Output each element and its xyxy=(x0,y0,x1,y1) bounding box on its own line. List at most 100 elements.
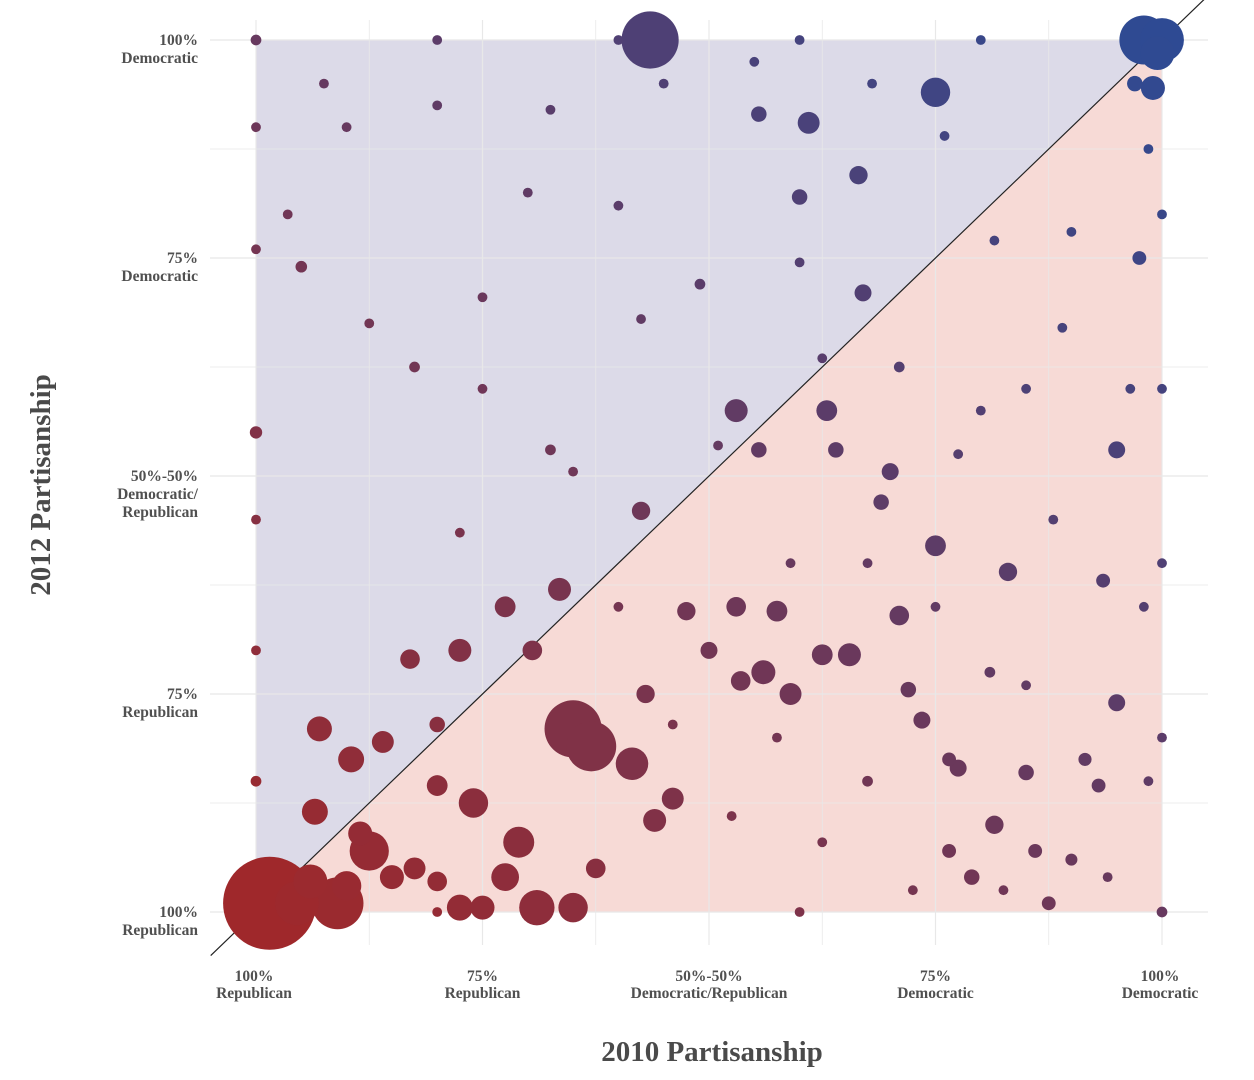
data-point xyxy=(519,889,555,926)
data-point xyxy=(331,871,362,901)
data-point xyxy=(726,596,746,617)
y-axis-title: 2012 Partisanship xyxy=(25,374,57,596)
data-point xyxy=(794,907,805,917)
data-point xyxy=(873,494,889,510)
data-point xyxy=(426,775,448,796)
data-point xyxy=(548,577,572,601)
y-axis-ticks: 100% Democratic 75% Democratic 50%-50% Democr… xyxy=(117,32,199,939)
data-point xyxy=(409,361,420,373)
data-point xyxy=(585,858,606,879)
data-point xyxy=(470,895,495,920)
data-point xyxy=(503,826,535,858)
data-point xyxy=(249,426,263,439)
data-point xyxy=(677,601,696,621)
data-point xyxy=(797,111,820,134)
data-point xyxy=(751,106,767,122)
data-point xyxy=(854,284,872,302)
data-point xyxy=(658,78,669,89)
data-point xyxy=(930,601,941,612)
data-point xyxy=(446,894,473,921)
x-tick-label: 50%-50% Democratic/Republican xyxy=(631,968,788,1002)
data-point xyxy=(250,34,262,46)
data-point xyxy=(1108,694,1126,712)
data-point xyxy=(379,865,404,890)
data-point xyxy=(558,892,588,923)
data-point xyxy=(250,775,262,787)
data-point xyxy=(1078,752,1092,766)
data-point xyxy=(615,747,649,781)
data-point xyxy=(494,596,516,618)
data-point xyxy=(925,535,946,557)
data-point xyxy=(828,442,844,458)
data-point xyxy=(568,466,579,477)
data-point xyxy=(963,869,980,885)
data-point xyxy=(913,711,931,729)
y-tick-label: 75% Republican xyxy=(122,686,198,721)
x-tick-label: 100% Democratic xyxy=(1122,968,1199,1002)
data-point xyxy=(939,131,950,141)
x-tick-label: 75% Republican xyxy=(445,968,521,1002)
data-point xyxy=(1125,383,1136,394)
data-point xyxy=(667,719,678,730)
data-point xyxy=(1096,573,1111,588)
data-point xyxy=(794,35,805,45)
data-points xyxy=(223,11,1184,950)
data-point xyxy=(907,885,918,896)
data-point xyxy=(477,383,488,394)
data-point xyxy=(613,601,624,612)
data-point xyxy=(621,11,679,69)
data-point xyxy=(1066,226,1077,237)
data-point xyxy=(1018,764,1034,781)
data-point xyxy=(545,444,556,456)
data-point xyxy=(984,666,996,678)
data-point xyxy=(1021,383,1032,394)
data-point xyxy=(794,257,805,268)
data-point xyxy=(306,716,332,742)
data-point xyxy=(811,644,833,666)
y-tick-label: 50%-50% Democratic/Republican xyxy=(117,468,199,521)
x-tick-label: 75% Democratic xyxy=(897,968,974,1002)
data-point xyxy=(998,885,1009,896)
data-point xyxy=(223,856,317,950)
data-point xyxy=(1065,853,1078,866)
data-point xyxy=(1057,322,1068,333)
data-point xyxy=(631,501,651,521)
data-point xyxy=(1102,872,1113,883)
data-point xyxy=(817,837,828,848)
data-point xyxy=(791,189,808,205)
gridlines xyxy=(210,20,1208,945)
data-point xyxy=(613,35,624,45)
data-point xyxy=(341,122,352,133)
data-point xyxy=(251,514,261,525)
data-point xyxy=(849,165,868,185)
data-point xyxy=(403,857,426,880)
data-point xyxy=(867,78,877,89)
data-point xyxy=(522,640,543,661)
x-axis-title: 2010 Partisanship xyxy=(601,1036,823,1068)
data-point xyxy=(953,449,964,460)
data-point xyxy=(730,671,751,691)
data-point xyxy=(448,638,472,662)
data-point xyxy=(1157,732,1167,743)
data-point xyxy=(636,314,646,324)
data-point xyxy=(1157,558,1167,569)
data-point xyxy=(454,527,465,538)
data-point xyxy=(661,787,684,810)
data-point xyxy=(837,643,861,667)
data-point xyxy=(751,660,776,685)
data-point xyxy=(364,318,375,329)
data-point xyxy=(724,399,748,423)
data-point xyxy=(371,730,394,753)
data-point xyxy=(1138,601,1149,612)
data-point xyxy=(643,808,667,832)
data-point xyxy=(881,463,899,481)
y-tick-label: 100% Republican xyxy=(122,904,198,939)
data-point xyxy=(700,641,718,659)
data-point xyxy=(985,815,1004,834)
data-point xyxy=(1021,680,1032,691)
data-point xyxy=(566,721,617,772)
data-point xyxy=(319,78,329,89)
data-point xyxy=(1143,776,1154,787)
data-point xyxy=(889,605,910,626)
data-point xyxy=(348,821,373,846)
